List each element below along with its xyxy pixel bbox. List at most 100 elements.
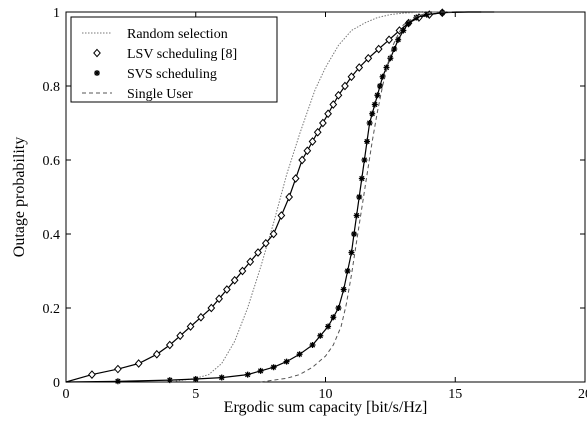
x-tick-label: 5 xyxy=(192,387,199,402)
series-3-point xyxy=(257,367,264,374)
y-tick-label: 0.6 xyxy=(43,154,61,169)
series-3-point xyxy=(371,101,378,108)
series-3-point xyxy=(405,20,412,27)
series-3-point xyxy=(383,64,390,71)
series-3-point xyxy=(244,371,251,378)
series-3-point xyxy=(358,175,365,182)
series-2-point xyxy=(246,257,255,267)
series-2-point xyxy=(254,248,262,257)
x-tick-label: 20 xyxy=(578,387,587,402)
y-tick-label: 0 xyxy=(53,376,60,391)
series-2-point xyxy=(261,238,270,248)
series-3-point xyxy=(400,27,407,34)
legend-item: Single User xyxy=(82,87,193,102)
series-3-point xyxy=(423,11,430,18)
series-3-point xyxy=(413,14,420,21)
series-2-point xyxy=(313,127,322,137)
series-3-point xyxy=(374,92,381,99)
series-2-point xyxy=(176,331,185,341)
series-2-point xyxy=(230,275,239,285)
legend-item: LSV scheduling [8] xyxy=(93,47,237,62)
series-3-point xyxy=(364,138,371,145)
series-3-point xyxy=(296,351,303,358)
legend: Random selection LSV scheduling [8] SVS sc… xyxy=(70,16,278,103)
legend-marker xyxy=(94,70,100,76)
series-3-point xyxy=(351,231,358,237)
series-2-point xyxy=(152,349,161,359)
series-2-point xyxy=(329,100,338,109)
series-1 xyxy=(169,11,456,383)
y-tick-label: 0.2 xyxy=(43,302,61,317)
series-2-point xyxy=(374,44,383,54)
series-3-point xyxy=(270,364,277,371)
series-2-point xyxy=(114,364,122,374)
series-2-point xyxy=(291,174,300,183)
series-2-point xyxy=(215,294,223,304)
x-tick-label: 15 xyxy=(448,387,462,402)
series-2-point xyxy=(347,72,356,82)
series-3-point xyxy=(114,378,121,385)
series-2 xyxy=(65,8,482,383)
series-2-point xyxy=(298,155,307,165)
x-tick-label: 0 xyxy=(63,387,70,402)
series-3-point xyxy=(335,305,342,311)
series-2-point xyxy=(277,211,286,220)
series-3-point xyxy=(348,249,355,256)
y-axis-label: Outage probability xyxy=(11,137,28,257)
legend-label: Single User xyxy=(127,87,193,102)
series-2-point xyxy=(134,359,143,368)
series-2-point xyxy=(197,312,205,322)
legend-label: LSV scheduling [8] xyxy=(127,47,237,62)
series-3 xyxy=(65,9,495,385)
series-2-point xyxy=(88,370,96,379)
series-3-point xyxy=(353,212,360,219)
series-3-point xyxy=(387,55,394,62)
series-3-point xyxy=(379,73,386,80)
series-2-point xyxy=(324,109,332,119)
series-3-point xyxy=(439,9,446,16)
ticks-layer: 0 5 10 15 20 0 0.2 0.4 0.6 0.8 1 xyxy=(43,6,587,402)
series-2-point xyxy=(319,118,327,128)
series-3-point xyxy=(395,36,402,43)
series-2-point xyxy=(355,63,364,72)
series-2-point xyxy=(308,137,317,146)
series-3-point xyxy=(283,358,290,365)
series-3-point xyxy=(317,332,324,339)
series-3-point xyxy=(218,374,225,381)
series-3-point xyxy=(366,120,373,126)
series-2-point xyxy=(303,146,312,156)
series-4-line xyxy=(260,11,456,383)
series-layer xyxy=(65,8,495,385)
series-3-point xyxy=(391,46,398,52)
legend-item: Random selection xyxy=(82,27,228,42)
series-3-point xyxy=(376,83,383,89)
series-3-point xyxy=(340,286,347,293)
series-3-point xyxy=(330,314,337,321)
series-2-point xyxy=(238,266,247,276)
y-tick-label: 1 xyxy=(53,6,60,21)
legend-box xyxy=(70,16,278,103)
x-axis-label: Ergodic sum capacity [bit/s/Hz] xyxy=(224,399,428,416)
legend-label: Random selection xyxy=(127,27,228,42)
legend-label: SVS scheduling xyxy=(127,67,217,82)
legend-marker xyxy=(93,48,101,58)
series-2-point xyxy=(223,285,231,294)
series-4 xyxy=(260,11,456,383)
y-tick-label: 0.8 xyxy=(43,80,61,95)
series-3-point xyxy=(344,268,351,274)
series-2-point xyxy=(165,340,174,350)
x-tick-label: 10 xyxy=(319,387,333,402)
series-2-point xyxy=(364,53,373,63)
series-2-point xyxy=(207,303,216,313)
series-2-point xyxy=(269,229,278,239)
series-3-point xyxy=(325,323,332,330)
series-1-line xyxy=(169,11,456,383)
series-3-point xyxy=(361,157,368,163)
series-2-point xyxy=(341,81,349,91)
series-3-point xyxy=(309,342,316,348)
series-3-point xyxy=(356,194,363,200)
y-tick-label: 0.4 xyxy=(43,228,61,243)
series-3-point xyxy=(166,377,173,384)
legend-item: SVS scheduling xyxy=(94,67,217,82)
